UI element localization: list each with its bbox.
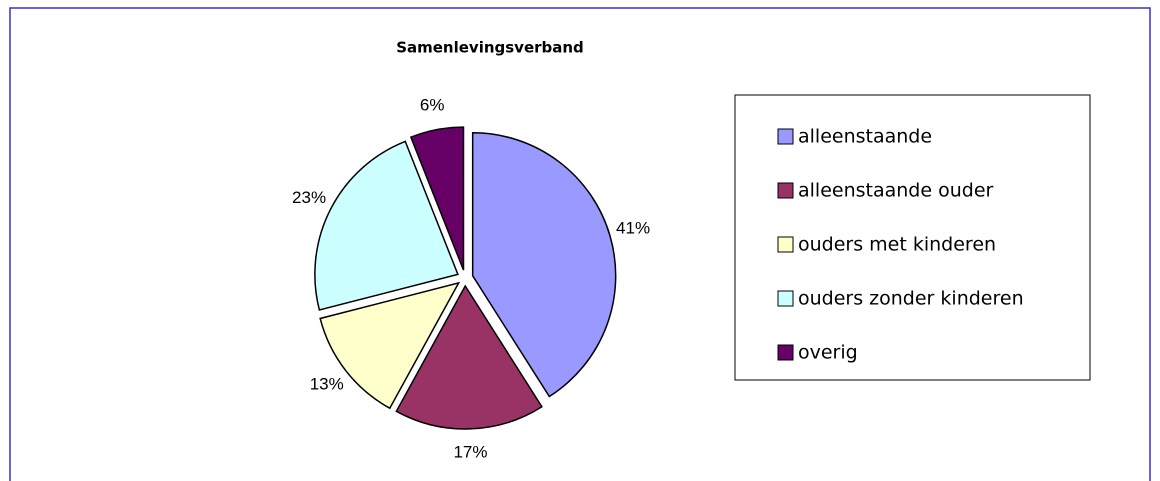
legend-label: ouders met kinderen (798, 234, 996, 256)
legend-box (734, 94, 1091, 381)
legend-label: overig (798, 342, 858, 364)
legend-label: alleenstaande (798, 126, 932, 148)
data-label: 6% (420, 96, 445, 115)
legend-swatch (777, 182, 794, 199)
legend-swatch (777, 128, 794, 145)
pie-slice (395, 284, 543, 430)
pie-slice (471, 132, 617, 398)
pie-slice (409, 126, 465, 271)
legend-swatch (777, 344, 794, 361)
pie-slice (319, 281, 461, 410)
pie-slice (314, 140, 459, 311)
chart-title: Samenlevingsverband (396, 39, 584, 57)
legend-label: ouders zonder kinderen (798, 288, 1024, 310)
data-label: 17% (453, 442, 487, 461)
legend-swatch (777, 290, 794, 307)
data-label: 13% (310, 375, 344, 394)
legend-label: alleenstaande ouder (798, 180, 994, 202)
legend-swatch (777, 236, 794, 253)
data-label: 23% (292, 188, 326, 207)
chart-frame (9, 7, 1151, 481)
data-label: 41% (616, 219, 650, 238)
